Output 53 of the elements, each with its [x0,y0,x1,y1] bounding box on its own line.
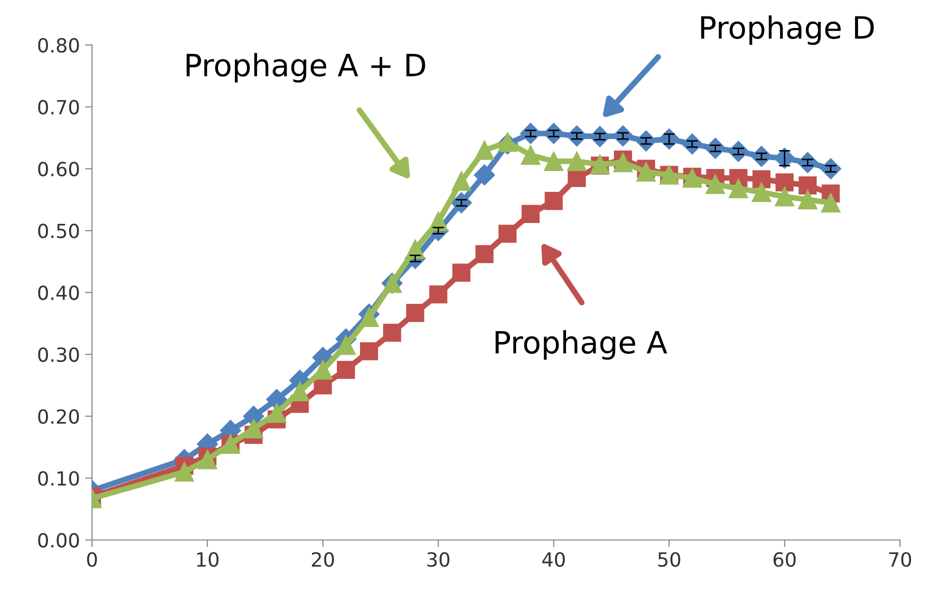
point [452,171,472,191]
y-tick-label: 0.10 [38,471,79,486]
x-tick-label: 30 [427,552,450,567]
point [452,264,470,282]
text: Prophage D [701,15,874,45]
point [266,403,286,423]
point [198,450,218,470]
point [359,308,379,327]
y-tick-label: 0.80 [38,38,79,53]
point [544,152,564,172]
y-tick-label: 0.00 [38,532,79,548]
point [798,190,818,210]
x-tick-label: 50 [658,552,680,567]
point [522,204,540,223]
y-tick-label: 0.20 [38,409,79,424]
point [728,178,748,198]
x-tick-label: 20 [312,552,334,567]
y-tick-label: 0.40 [38,285,79,300]
point [336,360,355,379]
y-tick-label: 0.50 [38,224,79,238]
point [383,324,402,342]
point [567,152,587,172]
point [752,182,772,202]
point [360,342,378,360]
point [752,170,771,188]
y-tick-label: 0.60 [38,162,79,176]
point [475,245,494,264]
point [776,173,794,192]
x-tick-label: 40 [542,552,565,567]
x-tick-label: 0 [87,552,97,567]
point [798,176,817,194]
point [244,418,264,438]
x-tick-label: 10 [197,552,219,567]
point [429,285,448,304]
annotation: Prophage A [496,330,668,360]
y-tick-label: 0.30 [38,347,79,362]
annotation: Prophage A + D [186,52,426,83]
point [821,193,840,213]
point [498,224,517,243]
point [706,174,726,194]
point [474,164,495,186]
point [636,162,656,182]
point [520,145,540,165]
y-tick-label: 0.70 [38,100,79,115]
point [774,186,794,206]
point [428,212,448,232]
point [474,140,494,160]
point [174,462,194,482]
point [406,304,424,322]
x-tick-label: 60 [774,552,796,567]
point [544,192,563,210]
x-tick-label: 70 [889,552,912,567]
point [613,152,633,172]
